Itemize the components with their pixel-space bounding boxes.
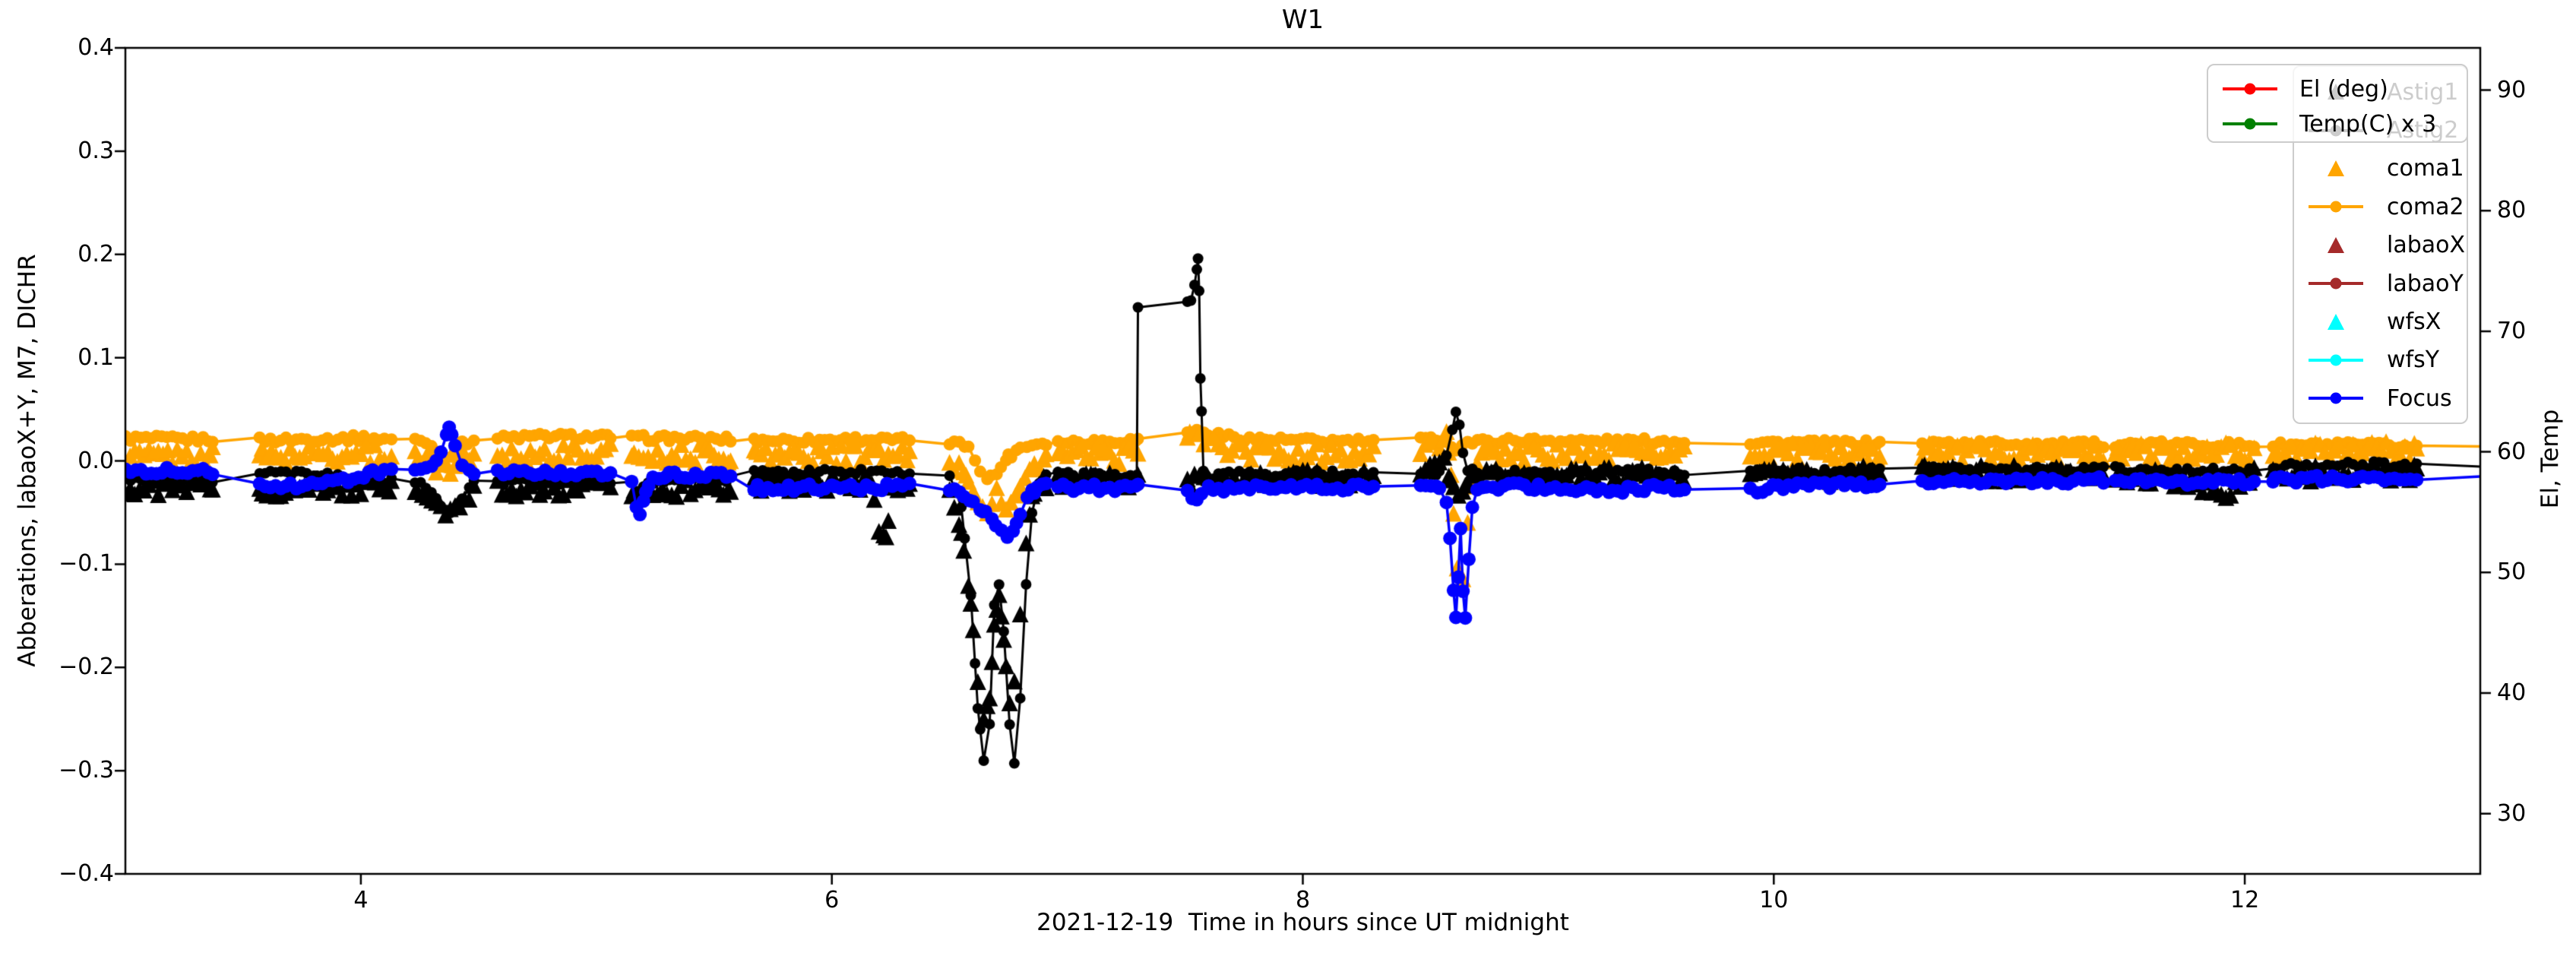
legend-sample: [2306, 195, 2366, 218]
y-tick-label-right: 90: [2497, 76, 2527, 103]
x-tick-label: 10: [1759, 887, 1789, 913]
legend-label: coma2: [2387, 193, 2464, 220]
legend-sample: [2306, 157, 2366, 180]
legend-label: coma1: [2387, 155, 2464, 182]
legend-entry-el-deg-: El (deg): [2220, 71, 2459, 106]
legend-entry-temp-c-x-3: Temp(C) x 3: [2220, 106, 2459, 141]
chart-title: W1: [1281, 5, 1324, 35]
Temp(C) x 3-line-marker-icon: [2223, 118, 2277, 130]
legend-label: Focus: [2387, 385, 2452, 412]
legend-label: labaoY: [2387, 270, 2464, 297]
y-tick-label-right: 80: [2497, 197, 2527, 224]
x-tick-label: 8: [1295, 887, 1311, 913]
legend-label: wfsY: [2387, 347, 2440, 374]
legend-sample: [2306, 387, 2366, 410]
y-tick-label-left: 0.0: [78, 447, 114, 474]
y-tick-label-left: 0.2: [78, 240, 114, 267]
legend-primary: El (deg) Temp(C) x 3: [2207, 64, 2468, 143]
legend-label: labaoX: [2387, 232, 2466, 259]
y-tick-label-right: 40: [2497, 679, 2527, 706]
legend-sample: [2306, 234, 2366, 257]
y-tick-label-left: −0.4: [59, 860, 114, 887]
legend-entry-wfsx: wfsX: [2306, 302, 2459, 340]
x-tick-label: 6: [824, 887, 840, 913]
legend-sample: [2306, 349, 2366, 372]
legend-entry-focus: Focus: [2306, 379, 2459, 417]
y-tick-label-right: 60: [2497, 438, 2527, 465]
y-tick-label-left: −0.2: [59, 654, 114, 681]
labaoY-line-marker-icon: [2309, 277, 2363, 290]
coma2-line-marker-icon: [2309, 201, 2363, 213]
y-tick-label-left: −0.1: [59, 550, 114, 578]
y-tick-label-left: 0.1: [78, 343, 114, 371]
legend-sample: [2220, 78, 2280, 100]
y-tick-label-right: 30: [2497, 799, 2527, 827]
y-tick-label-right: 70: [2497, 317, 2527, 344]
legend-sample: [2220, 112, 2280, 135]
legend-label: Temp(C) x 3: [2299, 110, 2437, 138]
legend-sample: [2306, 311, 2366, 334]
y-tick-label-left: 0.3: [78, 137, 114, 164]
legend-entry-labaox: labaoX: [2306, 226, 2465, 264]
x-tick-label: 4: [353, 887, 369, 913]
y-tick-label-left: 0.4: [78, 34, 114, 61]
wfsX-triangle-marker-icon: [2328, 313, 2344, 330]
legend-entry-coma1: coma1: [2306, 150, 2464, 188]
legend-entry-coma2: coma2: [2306, 188, 2464, 226]
wfsY-line-marker-icon: [2309, 354, 2363, 366]
x-tick-label: 12: [2230, 887, 2260, 913]
coma1-triangle-marker-icon: [2328, 160, 2344, 176]
Focus-line-marker-icon: [2309, 392, 2363, 404]
legend-label: El (deg): [2299, 75, 2388, 103]
y-tick-label-left: −0.3: [59, 757, 114, 784]
legend-entry-labaoy: labaoY: [2306, 264, 2464, 302]
legend-label: wfsX: [2387, 309, 2442, 336]
x-axis-label: 2021-12-19 Time in hours since UT midnig…: [1036, 909, 1569, 936]
y-tick-label-right: 50: [2497, 559, 2527, 586]
labaoX-triangle-marker-icon: [2328, 236, 2344, 253]
legend-sample: [2306, 272, 2366, 295]
El (deg)-line-marker-icon: [2223, 83, 2277, 95]
legend-entry-wfsy: wfsY: [2306, 341, 2459, 379]
